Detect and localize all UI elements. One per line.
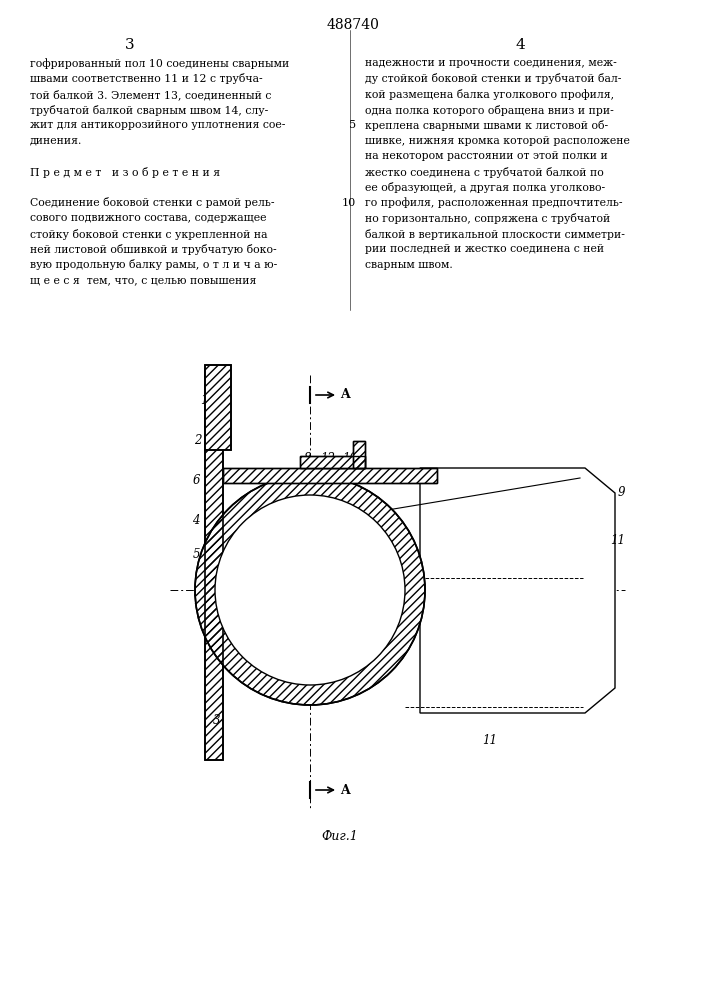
Text: но горизонтально, сопряжена с трубчатой: но горизонтально, сопряжена с трубчатой bbox=[365, 213, 610, 224]
Text: 9: 9 bbox=[618, 486, 626, 498]
Text: 5: 5 bbox=[192, 548, 200, 562]
Bar bbox=[160, 345, 620, 815]
Text: 11: 11 bbox=[610, 534, 625, 546]
Bar bbox=[353, 441, 365, 468]
Text: 3: 3 bbox=[213, 714, 220, 726]
Text: Фиг.1: Фиг.1 bbox=[322, 830, 358, 843]
Text: 10: 10 bbox=[341, 198, 356, 208]
Text: балкой в вертикальной плоскости симметри-: балкой в вертикальной плоскости симметри… bbox=[365, 229, 625, 239]
Text: сварным швом.: сварным швом. bbox=[365, 259, 452, 269]
Text: трубчатой балкой сварным швом 14, слу-: трубчатой балкой сварным швом 14, слу- bbox=[30, 104, 268, 115]
Text: динения.: динения. bbox=[30, 135, 83, 145]
Text: 10: 10 bbox=[342, 452, 358, 464]
Circle shape bbox=[195, 475, 425, 705]
Text: щ е е с я  тем, что, с целью повышения: щ е е с я тем, что, с целью повышения bbox=[30, 275, 257, 285]
Bar bbox=[353, 441, 365, 468]
Text: A: A bbox=[340, 388, 350, 401]
Text: одна полка которого обращена вниз и при-: одна полка которого обращена вниз и при- bbox=[365, 104, 614, 115]
Text: 7: 7 bbox=[192, 593, 200, 606]
Bar bbox=[205, 370, 223, 760]
Text: 5: 5 bbox=[349, 120, 356, 130]
Bar bbox=[223, 468, 437, 483]
Text: швами соответственно 11 и 12 с трубча-: швами соответственно 11 и 12 с трубча- bbox=[30, 74, 262, 85]
Text: на некотором расстоянии от этой полки и: на некотором расстоянии от этой полки и bbox=[365, 151, 608, 161]
Bar bbox=[300, 456, 365, 468]
Text: сового подвижного состава, содержащее: сового подвижного состава, содержащее bbox=[30, 213, 267, 223]
Text: П р е д м е т   и з о б р е т е н и я: П р е д м е т и з о б р е т е н и я bbox=[30, 166, 220, 178]
Text: 6: 6 bbox=[192, 474, 200, 487]
Text: 1: 1 bbox=[201, 393, 208, 406]
Bar bbox=[205, 365, 231, 450]
Circle shape bbox=[215, 495, 405, 685]
Text: надежности и прочности соединения, меж-: надежности и прочности соединения, меж- bbox=[365, 58, 617, 68]
Text: ней листовой обшивкой и трубчатую боко-: ней листовой обшивкой и трубчатую боко- bbox=[30, 244, 276, 255]
Text: 2: 2 bbox=[194, 434, 202, 446]
Text: 3: 3 bbox=[125, 38, 135, 52]
Bar bbox=[205, 365, 231, 450]
Text: A: A bbox=[340, 784, 350, 796]
Bar bbox=[300, 456, 365, 468]
Text: 488740: 488740 bbox=[327, 18, 380, 32]
Polygon shape bbox=[420, 468, 615, 713]
Text: креплена сварными швами к листовой об-: креплена сварными швами к листовой об- bbox=[365, 120, 608, 131]
Text: 8: 8 bbox=[304, 452, 312, 464]
Text: кой размещена балка уголкового профиля,: кой размещена балка уголкового профиля, bbox=[365, 89, 614, 100]
Text: гофрированный пол 10 соединены сварными: гофрированный пол 10 соединены сварными bbox=[30, 58, 289, 69]
Text: той балкой 3. Элемент 13, соединенный с: той балкой 3. Элемент 13, соединенный с bbox=[30, 89, 271, 100]
Text: жит для антикоррозийного уплотнения сое-: жит для антикоррозийного уплотнения сое- bbox=[30, 120, 286, 130]
Text: 4: 4 bbox=[192, 514, 200, 526]
Bar bbox=[223, 468, 437, 483]
Text: рии последней и жестко соединена с ней: рии последней и жестко соединена с ней bbox=[365, 244, 604, 254]
Text: 12: 12 bbox=[320, 452, 336, 464]
Text: жестко соединена с трубчатой балкой по: жестко соединена с трубчатой балкой по bbox=[365, 166, 604, 178]
Text: Соединение боковой стенки с рамой рель-: Соединение боковой стенки с рамой рель- bbox=[30, 198, 274, 209]
Text: ду стойкой боковой стенки и трубчатой бал-: ду стойкой боковой стенки и трубчатой ба… bbox=[365, 74, 621, 85]
Text: го профиля, расположенная предпочтитель-: го профиля, расположенная предпочтитель- bbox=[365, 198, 622, 208]
Text: стойку боковой стенки с укрепленной на: стойку боковой стенки с укрепленной на bbox=[30, 229, 267, 239]
Text: вую продольную балку рамы, о т л и ч а ю-: вую продольную балку рамы, о т л и ч а ю… bbox=[30, 259, 277, 270]
Text: 4: 4 bbox=[515, 38, 525, 52]
Bar bbox=[205, 370, 223, 760]
Text: 11: 11 bbox=[482, 734, 498, 746]
Text: шивке, нижняя кромка которой расположене: шивке, нижняя кромка которой расположене bbox=[365, 135, 630, 145]
Text: ее образующей, а другая полка уголково-: ее образующей, а другая полка уголково- bbox=[365, 182, 605, 193]
